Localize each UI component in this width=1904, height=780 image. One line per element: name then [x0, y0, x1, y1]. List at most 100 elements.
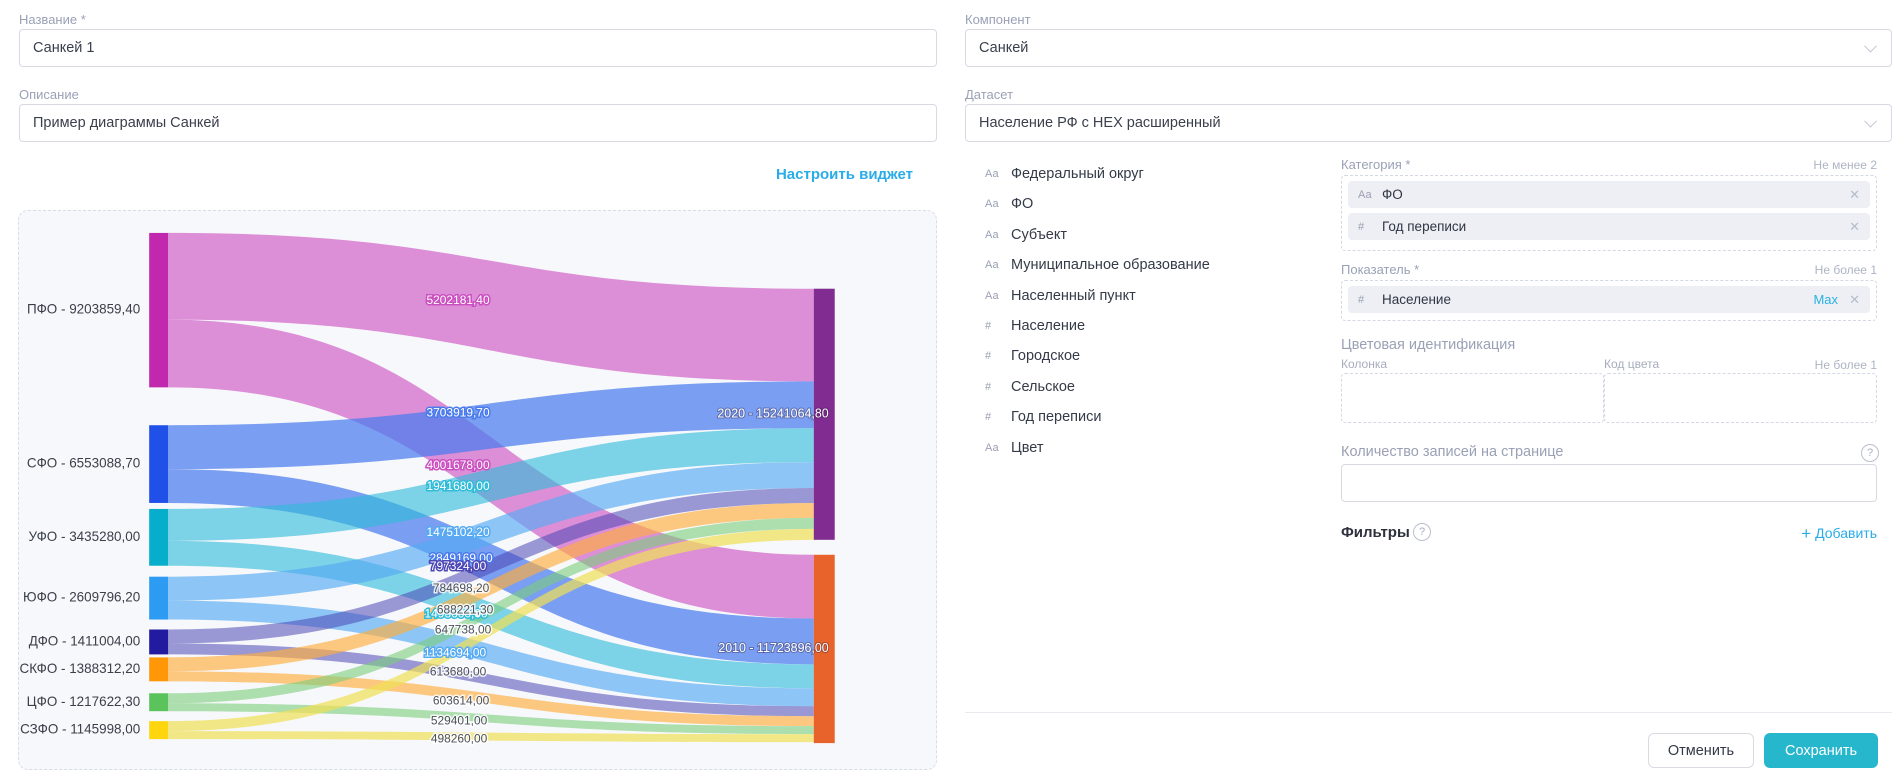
category-hint: Не менее 2	[1813, 158, 1877, 172]
field-name: Федеральный округ	[1011, 166, 1144, 182]
category-chip[interactable]: Аа ФО ✕	[1348, 181, 1870, 208]
sankey-link[interactable]	[168, 528, 814, 732]
sankey-link-label: 4001678,00	[427, 458, 490, 472]
dataset-label: Датасет	[965, 87, 1014, 102]
description-input[interactable]	[19, 104, 937, 142]
sankey-link[interactable]	[168, 517, 814, 704]
sankey-link[interactable]	[168, 381, 814, 470]
field-type-number: #	[985, 411, 992, 424]
field-item[interactable]: Аа Населенный пункт	[985, 285, 1210, 307]
column-dropzone[interactable]	[1341, 373, 1604, 423]
sankey-link[interactable]	[168, 703, 814, 735]
dataset-select[interactable]: Население РФ с HEX расширенный	[965, 104, 1892, 142]
remove-chip-icon[interactable]: ✕	[1849, 218, 1860, 234]
field-name: Год переписи	[1011, 409, 1102, 426]
color-code-dropzone[interactable]	[1604, 373, 1877, 423]
sankey-node[interactable]	[149, 629, 169, 655]
sankey-link-label: 797324,00	[430, 559, 487, 573]
remove-chip-icon[interactable]: ✕	[1849, 186, 1860, 202]
cancel-button[interactable]: Отменить	[1648, 733, 1754, 768]
category-chip[interactable]: # Год переписи ✕	[1348, 213, 1870, 240]
sankey-preview-card: 5202181,40 4001678,00 3703919,70 2849169,00…	[18, 210, 937, 770]
sankey-link[interactable]	[168, 428, 814, 541]
remove-chip-icon[interactable]: ✕	[1849, 291, 1860, 307]
field-item[interactable]: Аа Цвет	[985, 437, 1210, 459]
measure-dropzone[interactable]: # Население Max ✕	[1341, 280, 1877, 321]
sankey-node[interactable]	[813, 554, 835, 744]
add-filter-label: Добавить	[1815, 525, 1877, 541]
sankey-link-label: 603614,00	[433, 693, 490, 707]
sankey-node[interactable]	[149, 721, 169, 740]
chip-name: Год переписи	[1382, 219, 1467, 234]
help-icon[interactable]: ?	[1861, 444, 1879, 462]
field-name: Цвет	[1011, 439, 1044, 456]
chip-type-number: #	[1358, 293, 1365, 306]
chevron-down-icon	[1864, 39, 1877, 53]
sankey-link[interactable]	[168, 462, 814, 601]
sankey-node-label: ЮФО - 2609796,20	[23, 590, 140, 605]
field-name: Субъект	[1011, 226, 1067, 243]
field-item[interactable]: # Городское	[985, 345, 1210, 367]
sankey-link-label: 498260,00	[431, 731, 488, 745]
sankey-node[interactable]	[149, 232, 169, 388]
description-label: Описание	[19, 87, 79, 102]
field-type-number: #	[985, 319, 992, 332]
sankey-link-label: 529401,00	[431, 713, 488, 727]
field-item[interactable]: # Население	[985, 315, 1210, 337]
field-item[interactable]: # Сельское	[985, 376, 1210, 398]
sankey-link[interactable]	[168, 488, 814, 644]
sankey-link-label: 688221,30	[437, 603, 494, 617]
sankey-node[interactable]	[149, 576, 169, 620]
sankey-link[interactable]	[168, 731, 814, 743]
measure-chip[interactable]: # Население Max ✕	[1348, 286, 1870, 313]
sankey-node[interactable]	[813, 288, 835, 540]
sankey-link-label: 1134694,00	[424, 646, 487, 660]
sankey-node[interactable]	[149, 508, 169, 566]
field-item[interactable]: # Год переписи	[985, 406, 1210, 428]
component-value: Санкей	[979, 40, 1029, 56]
sankey-link-label: 2849169,00	[430, 551, 493, 565]
chip-name: ФО	[1382, 187, 1403, 202]
field-type-number: #	[985, 350, 992, 363]
page-size-input[interactable]	[1341, 464, 1877, 502]
aggregation-selector[interactable]: Max	[1813, 292, 1838, 307]
sankey-link-label: 3703919,70	[427, 405, 490, 419]
field-type-number: #	[985, 380, 992, 393]
field-name: Сельское	[1011, 378, 1075, 395]
name-input[interactable]	[19, 29, 937, 67]
sankey-link-label: 647738,00	[435, 623, 492, 637]
component-select[interactable]: Санкей	[965, 29, 1892, 67]
name-label: Название *	[19, 12, 86, 27]
configure-widget-link[interactable]: Настроить виджет	[775, 166, 913, 183]
measure-label: Показатель *	[1341, 262, 1420, 277]
field-name: Населенный пункт	[1011, 287, 1136, 304]
sankey-node[interactable]	[149, 425, 169, 503]
field-item[interactable]: Аа Федеральный округ	[985, 163, 1210, 185]
measure-hint: Не более 1	[1814, 263, 1877, 277]
field-item[interactable]: Аа Муниципальное образование	[985, 254, 1210, 276]
chip-type-number: #	[1358, 220, 1365, 233]
category-dropzone[interactable]: Аа ФО ✕ # Год переписи ✕	[1341, 175, 1877, 251]
help-icon[interactable]: ?	[1413, 523, 1431, 541]
sankey-link-label: 1493600,00	[425, 607, 488, 621]
field-item[interactable]: Аа ФО	[985, 193, 1210, 215]
add-filter-button[interactable]: + Добавить	[1341, 524, 1877, 544]
filters-title: Фильтры	[1341, 524, 1410, 541]
sankey-link-label: 1941680,00	[427, 479, 490, 493]
field-type-text: Аа	[985, 441, 999, 454]
sankey-node[interactable]	[149, 693, 169, 712]
page-size-label: Количество записей на странице	[1341, 444, 1564, 460]
save-button[interactable]: Сохранить	[1764, 733, 1878, 768]
field-item[interactable]: Аа Субъект	[985, 224, 1210, 246]
sankey-link[interactable]	[168, 671, 814, 727]
sankey-node-label: 2010 - 11723896,00	[718, 641, 829, 655]
sankey-link[interactable]	[168, 232, 814, 382]
color-identification-heading: Цветовая идентификация	[1341, 337, 1516, 353]
sankey-link[interactable]	[168, 502, 814, 672]
chip-name: Население	[1382, 292, 1451, 307]
column-label: Колонка	[1341, 357, 1388, 371]
sankey-link-label: 5202181,40	[427, 293, 490, 307]
sankey-node[interactable]	[149, 657, 169, 682]
sankey-link[interactable]	[168, 643, 814, 717]
